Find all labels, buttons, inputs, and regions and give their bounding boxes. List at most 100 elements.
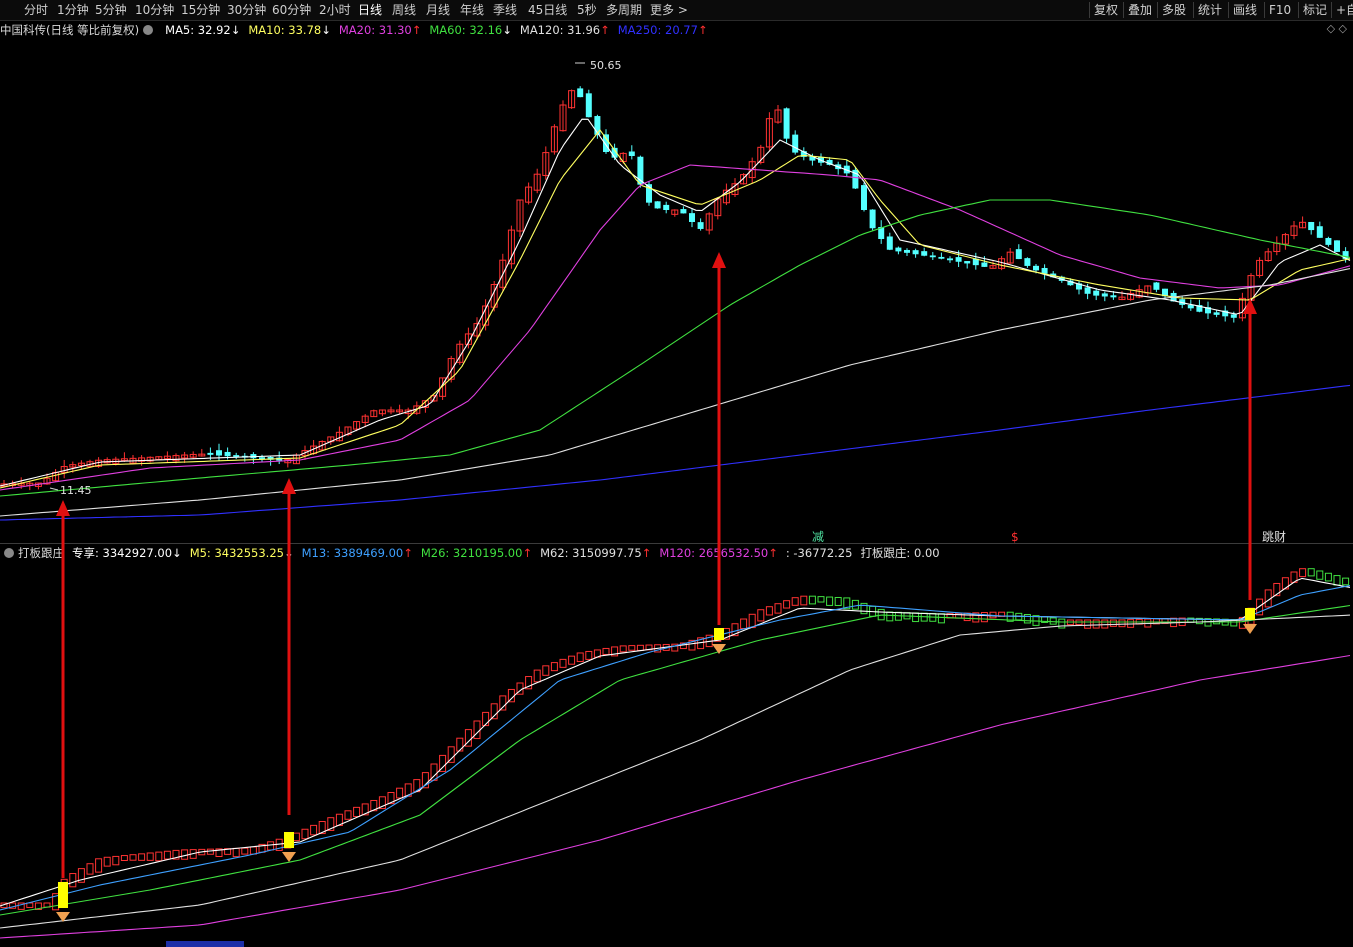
sub-bar bbox=[1307, 568, 1315, 577]
candle-down bbox=[1325, 238, 1332, 245]
toolbar-button-2[interactable]: 多股 bbox=[1162, 3, 1187, 17]
sub-bar bbox=[559, 658, 567, 668]
candle-up bbox=[542, 152, 550, 176]
candle-down bbox=[628, 151, 635, 156]
sub-bar bbox=[937, 613, 945, 624]
toolbar-button-5[interactable]: F10 bbox=[1269, 3, 1292, 17]
period-tab-0[interactable]: 分时 bbox=[24, 3, 49, 17]
sub-bar bbox=[1101, 619, 1109, 629]
settings-icon[interactable] bbox=[143, 25, 154, 35]
sub-bar bbox=[1058, 618, 1066, 629]
sub-bar bbox=[877, 608, 885, 621]
period-tab-5[interactable]: 30分钟 bbox=[227, 3, 267, 17]
sub-bar bbox=[327, 817, 335, 831]
sub-bar bbox=[791, 597, 799, 606]
stock-title: 中国科传(日线 等比前复权) bbox=[0, 23, 140, 37]
period-tab-7[interactable]: 2小时 bbox=[319, 3, 351, 17]
toolbar-button-1[interactable]: 叠加 bbox=[1128, 3, 1153, 17]
candle-down bbox=[826, 159, 833, 165]
sub-bar bbox=[834, 596, 842, 606]
candle-up bbox=[318, 440, 326, 451]
period-tab-3[interactable]: 10分钟 bbox=[135, 3, 175, 17]
sub-bar bbox=[542, 665, 550, 676]
candle-up bbox=[1118, 296, 1126, 301]
candle-down bbox=[637, 156, 644, 185]
candle-up bbox=[189, 453, 197, 458]
period-tab-9[interactable]: 周线 bbox=[392, 3, 417, 17]
sub-indicator-arrow-icon: ↓ bbox=[172, 546, 182, 560]
period-toolbar: 分时 1分钟 5分钟 10分钟 15分钟 30分钟 60分钟 2小时 日线 周线 月线 年线 季线 45日… bbox=[0, 0, 1353, 21]
candle-down bbox=[689, 213, 695, 222]
sub-bar bbox=[1281, 577, 1289, 590]
candle-down bbox=[1015, 249, 1022, 260]
period-tab-1[interactable]: 1分钟 bbox=[57, 3, 89, 17]
candle-up bbox=[516, 199, 524, 232]
sub-bar bbox=[301, 828, 309, 840]
low-price-label: 11.45 bbox=[60, 484, 92, 497]
settings-icon[interactable] bbox=[4, 548, 14, 558]
toolbar-button-3[interactable]: 统计 bbox=[1198, 3, 1223, 17]
toolbar-button-4[interactable]: 画线 bbox=[1233, 3, 1258, 17]
candle-up bbox=[172, 455, 180, 462]
candle-down bbox=[1334, 240, 1340, 252]
sub-bar bbox=[765, 606, 773, 616]
candle-down bbox=[972, 258, 979, 266]
sub-indicator-4: M62: 3150997.75 bbox=[540, 546, 642, 560]
candle-down bbox=[912, 250, 919, 255]
sub-indicator-7: 打板跟庄: 0.00 bbox=[860, 546, 940, 560]
candle-down bbox=[1196, 305, 1203, 312]
sub-bar bbox=[851, 599, 859, 610]
candle-up bbox=[198, 453, 206, 457]
candle-down bbox=[1308, 222, 1315, 231]
low-marker bbox=[49, 487, 59, 491]
period-tab-10[interactable]: 月线 bbox=[426, 3, 451, 17]
signal-label: $ bbox=[1011, 530, 1019, 544]
period-tab-11[interactable]: 年线 bbox=[460, 3, 485, 17]
sub-bar bbox=[146, 852, 154, 861]
toolbar-button-6[interactable]: 标记 bbox=[1303, 3, 1328, 17]
window-control-icons[interactable]: ◇ ◇ bbox=[1326, 22, 1347, 35]
period-tab-14[interactable]: 5秒 bbox=[577, 3, 597, 17]
sub-bar bbox=[473, 720, 481, 740]
toolbar-button-0[interactable]: 复权 bbox=[1094, 3, 1119, 17]
sub-bar bbox=[1299, 568, 1307, 578]
candle-down bbox=[861, 185, 867, 210]
candle-up bbox=[1135, 289, 1143, 298]
period-tab-8[interactable]: 日线 bbox=[358, 3, 383, 17]
period-tab-16[interactable]: 更多 > bbox=[650, 3, 688, 17]
sub-bar bbox=[1342, 577, 1350, 586]
toolbar-separator bbox=[1193, 2, 1194, 18]
sub-bar bbox=[1256, 598, 1264, 616]
period-tab-15[interactable]: 多周期 bbox=[606, 3, 643, 17]
sub-bar bbox=[731, 623, 739, 637]
candle-up bbox=[722, 189, 730, 204]
period-tab-2[interactable]: 5分钟 bbox=[95, 3, 127, 17]
sub-bar bbox=[1092, 619, 1100, 629]
candle-down bbox=[921, 251, 928, 256]
date-scroll-marker[interactable] bbox=[166, 941, 244, 947]
candle-down bbox=[1187, 304, 1194, 309]
period-tab-12[interactable]: 季线 bbox=[493, 3, 518, 17]
candle-down bbox=[1041, 267, 1048, 274]
sub-indicator-3: M26: 3210195.00 bbox=[420, 546, 523, 560]
sub-bar bbox=[602, 647, 610, 655]
period-tab-4[interactable]: 15分钟 bbox=[181, 3, 221, 17]
candle-up bbox=[473, 323, 481, 337]
signal-diamond-icon bbox=[1243, 624, 1257, 634]
toolbar-button-7[interactable]: +自 bbox=[1336, 3, 1353, 17]
sub-bar bbox=[361, 803, 369, 816]
sub-bar bbox=[783, 600, 791, 609]
sub-bar bbox=[636, 644, 644, 651]
candle-up bbox=[370, 410, 378, 418]
sub-bar bbox=[155, 851, 163, 862]
sub-bar bbox=[1324, 572, 1332, 582]
candle-down bbox=[1316, 226, 1323, 238]
period-tab-13[interactable]: 45日线 bbox=[528, 3, 568, 17]
candle-down bbox=[886, 236, 893, 250]
ma60-line bbox=[0, 199, 1351, 497]
period-tab-6[interactable]: 60分钟 bbox=[272, 3, 312, 17]
ma-indicator-arrow-icon: ↓ bbox=[321, 23, 331, 37]
sub-bar bbox=[86, 863, 94, 875]
sub-bar bbox=[860, 602, 868, 615]
